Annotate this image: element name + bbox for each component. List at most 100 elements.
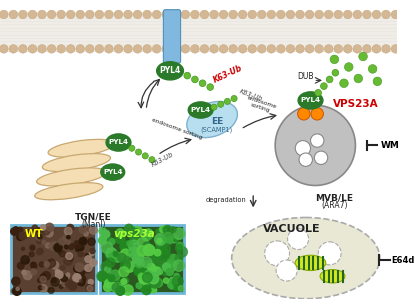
Circle shape <box>88 238 95 245</box>
Circle shape <box>165 261 172 268</box>
Circle shape <box>163 271 167 276</box>
Circle shape <box>113 252 122 262</box>
Circle shape <box>51 278 56 282</box>
Circle shape <box>49 242 58 250</box>
Circle shape <box>117 285 124 292</box>
Circle shape <box>68 282 77 290</box>
Circle shape <box>67 255 73 261</box>
Circle shape <box>47 10 56 19</box>
Text: PYL4: PYL4 <box>190 107 211 113</box>
Circle shape <box>66 45 75 53</box>
Circle shape <box>147 263 155 271</box>
Text: E64d: E64d <box>392 256 415 264</box>
Circle shape <box>178 286 184 291</box>
Circle shape <box>105 258 115 267</box>
Circle shape <box>172 237 177 243</box>
Circle shape <box>114 45 123 53</box>
Circle shape <box>67 236 70 239</box>
Circle shape <box>44 262 49 267</box>
Circle shape <box>106 248 117 259</box>
Circle shape <box>112 284 120 291</box>
Circle shape <box>354 74 363 83</box>
Circle shape <box>120 249 131 259</box>
Circle shape <box>38 228 42 233</box>
Circle shape <box>330 55 339 64</box>
Circle shape <box>101 242 112 253</box>
Circle shape <box>101 262 112 272</box>
Circle shape <box>22 232 27 238</box>
Circle shape <box>310 134 324 147</box>
Circle shape <box>97 271 107 282</box>
Bar <box>100 225 184 293</box>
Circle shape <box>85 254 88 257</box>
Circle shape <box>136 267 144 275</box>
Circle shape <box>372 45 381 53</box>
Circle shape <box>48 265 52 269</box>
Circle shape <box>11 289 16 293</box>
Circle shape <box>154 279 163 287</box>
Circle shape <box>113 252 118 256</box>
Circle shape <box>181 45 190 53</box>
Circle shape <box>101 230 110 239</box>
Circle shape <box>56 271 63 278</box>
Circle shape <box>162 45 171 53</box>
Circle shape <box>24 259 29 263</box>
Ellipse shape <box>295 255 326 271</box>
Circle shape <box>46 243 51 248</box>
Circle shape <box>163 226 172 234</box>
Circle shape <box>199 80 206 87</box>
Circle shape <box>298 108 310 120</box>
Circle shape <box>229 45 237 53</box>
Circle shape <box>359 52 367 61</box>
Circle shape <box>382 10 390 19</box>
Circle shape <box>39 286 42 290</box>
Circle shape <box>19 232 27 240</box>
Circle shape <box>105 45 113 53</box>
Text: EE: EE <box>211 117 223 126</box>
Circle shape <box>168 254 179 266</box>
Circle shape <box>143 282 149 288</box>
Circle shape <box>40 276 46 282</box>
Circle shape <box>133 252 143 263</box>
Circle shape <box>99 227 106 235</box>
Circle shape <box>104 267 111 273</box>
Circle shape <box>176 242 184 249</box>
Circle shape <box>152 10 161 19</box>
Circle shape <box>131 238 137 244</box>
Circle shape <box>51 261 59 269</box>
Text: WT: WT <box>25 229 44 239</box>
Circle shape <box>148 272 158 282</box>
Circle shape <box>73 241 81 248</box>
Circle shape <box>143 244 155 256</box>
Circle shape <box>334 10 342 19</box>
Circle shape <box>153 268 160 275</box>
Circle shape <box>66 280 73 288</box>
FancyBboxPatch shape <box>164 10 181 63</box>
Circle shape <box>120 260 130 270</box>
Circle shape <box>107 238 113 244</box>
Circle shape <box>157 238 162 243</box>
Circle shape <box>73 274 81 282</box>
Circle shape <box>67 224 74 231</box>
Circle shape <box>248 45 256 53</box>
Circle shape <box>106 276 114 283</box>
Circle shape <box>176 244 182 252</box>
Circle shape <box>115 288 120 293</box>
Circle shape <box>181 10 190 19</box>
Circle shape <box>118 253 126 262</box>
Circle shape <box>62 282 67 287</box>
Circle shape <box>277 45 285 53</box>
Circle shape <box>192 76 198 83</box>
Circle shape <box>81 276 86 282</box>
Circle shape <box>133 45 142 53</box>
Circle shape <box>19 45 27 53</box>
Circle shape <box>124 224 133 233</box>
Circle shape <box>75 269 83 276</box>
Circle shape <box>122 277 129 284</box>
Circle shape <box>130 233 139 242</box>
Circle shape <box>63 235 68 241</box>
Circle shape <box>11 228 18 235</box>
Circle shape <box>0 45 8 53</box>
Circle shape <box>225 98 230 104</box>
Circle shape <box>30 245 35 250</box>
